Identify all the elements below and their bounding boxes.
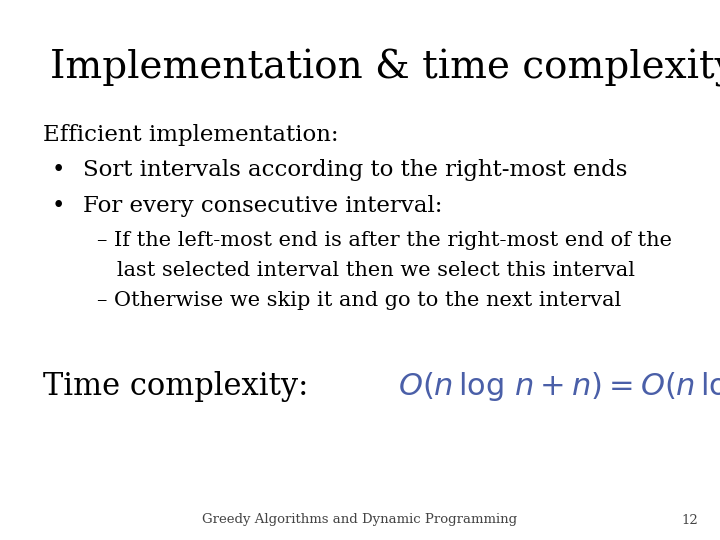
Text: For every consecutive interval:: For every consecutive interval: [83,195,442,217]
Text: Implementation & time complexity: Implementation & time complexity [50,49,720,86]
Text: – If the left-most end is after the right-most end of the: – If the left-most end is after the righ… [97,231,672,250]
Text: Sort intervals according to the right-most ends: Sort intervals according to the right-mo… [83,159,627,181]
Text: 12: 12 [682,514,698,526]
Text: last selected interval then we select this interval: last selected interval then we select th… [97,260,635,280]
Text: – Otherwise we skip it and go to the next interval: – Otherwise we skip it and go to the nex… [97,291,621,310]
Text: •: • [52,159,66,181]
Text: Time complexity:: Time complexity: [43,370,318,402]
Text: •: • [52,195,66,217]
Text: Efficient implementation:: Efficient implementation: [43,124,339,146]
Text: Greedy Algorithms and Dynamic Programming: Greedy Algorithms and Dynamic Programmin… [202,514,518,526]
Text: $O(n\,\log\,n + n) = O(n\,\log\,n)$: $O(n\,\log\,n + n) = O(n\,\log\,n)$ [398,369,720,403]
